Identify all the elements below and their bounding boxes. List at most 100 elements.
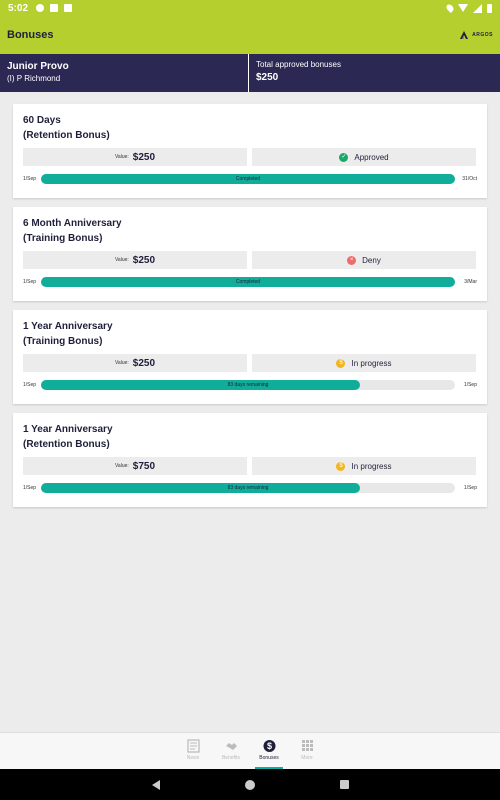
value-label: Value:: [114, 360, 129, 366]
location-icon: [445, 3, 455, 13]
nav-bonuses[interactable]: $ Bonuses: [255, 733, 283, 769]
bonus-progress-row: 1/Sep Completed 31/Oct: [23, 174, 477, 184]
total-bonuses: Total approved bonuses $250: [249, 54, 348, 92]
progress-text: Completed: [235, 279, 261, 285]
settings-status-icon: [36, 4, 45, 12]
bonus-type: (Training Bonus): [23, 336, 103, 347]
bonus-value: $750: [132, 460, 156, 472]
start-date: 1/Sep: [23, 382, 37, 388]
progress-fill: [41, 174, 455, 184]
grid-icon: [301, 740, 313, 751]
back-button[interactable]: [151, 779, 160, 790]
bonus-title: 6 Month Anniversary: [23, 218, 122, 229]
bonus-status-box: $ In progress: [252, 457, 476, 475]
bonus-status: In progress: [351, 358, 392, 368]
end-date: 1/Sep: [463, 485, 477, 491]
start-date: 1/Sep: [23, 485, 37, 491]
bonus-card[interactable]: 1 Year Anniversary (Training Bonus) Valu…: [13, 310, 487, 404]
nav-bonuses-label: Bonuses: [259, 755, 279, 761]
notification-status-icon: [50, 4, 59, 12]
recents-button[interactable]: [339, 780, 349, 789]
bonus-progress-row: 1/Sep Completed 3/Mar: [23, 277, 477, 287]
bonus-value-box: Value: $250: [23, 354, 247, 372]
bonus-status: Approved: [354, 152, 389, 162]
system-nav-bar: [0, 769, 500, 800]
nav-more-label: More: [301, 755, 313, 761]
sd-card-status-icon: [64, 4, 73, 12]
end-date: 3/Mar: [464, 279, 477, 285]
nav-news[interactable]: News: [179, 733, 207, 769]
progress-status-icon: $: [336, 358, 346, 368]
progress-track: 83 days remaining: [41, 483, 455, 493]
handshake-icon: [225, 743, 237, 750]
bonus-status-box: × Deny: [252, 251, 476, 269]
end-date: 31/Oct: [462, 176, 477, 182]
logo-text: ARGOS: [472, 32, 493, 38]
start-date: 1/Sep: [23, 176, 37, 182]
deny-status-icon: ×: [347, 255, 357, 265]
approved-status-icon: ✓: [339, 152, 349, 162]
wifi-icon: [458, 4, 468, 12]
total-bonuses-label: Total approved bonuses: [256, 60, 341, 69]
news-icon: [186, 739, 200, 753]
total-bonuses-value: $250: [256, 72, 279, 83]
bonus-status-box: ✓ Approved: [252, 148, 476, 166]
progress-text: 83 days remaining: [227, 382, 269, 388]
bonus-type: (Retention Bonus): [23, 439, 110, 450]
bonus-title: 60 Days: [23, 115, 61, 126]
bonus-value: $250: [132, 357, 156, 369]
progress-fill: [41, 483, 360, 493]
progress-text: Completed: [235, 176, 261, 182]
page-title: Bonuses: [7, 29, 54, 41]
bonus-value-box: Value: $750: [23, 457, 247, 475]
bonus-title: 1 Year Anniversary: [23, 424, 113, 435]
bonus-card[interactable]: 60 Days (Retention Bonus) Value: $250 ✓ …: [13, 104, 487, 198]
progress-fill: [41, 277, 455, 287]
end-date: 1/Sep: [463, 382, 477, 388]
employee-location: (I) P Richmond: [7, 74, 61, 83]
bonus-status: In progress: [351, 461, 392, 471]
svg-text:$: $: [266, 741, 271, 751]
progress-status-icon: $: [336, 461, 346, 471]
status-bar: 5:02: [0, 0, 500, 16]
nav-news-label: News: [186, 755, 200, 761]
progress-text: 83 days remaining: [227, 485, 269, 491]
argos-logo-icon: [460, 31, 469, 39]
start-date: 1/Sep: [23, 279, 37, 285]
bottom-nav: News Benefits $ Bonuses More: [0, 732, 500, 769]
employee-name: Junior Provo: [7, 61, 69, 72]
home-button[interactable]: [244, 779, 255, 790]
nav-more[interactable]: More: [293, 733, 321, 769]
value-label: Value:: [114, 257, 129, 263]
bonus-value: $250: [132, 151, 156, 163]
battery-icon: [487, 3, 492, 13]
signal-icon: [473, 3, 482, 13]
bonus-card[interactable]: 1 Year Anniversary (Retention Bonus) Val…: [13, 413, 487, 507]
argos-logo: ARGOS: [458, 29, 493, 41]
bonus-status-box: $ In progress: [252, 354, 476, 372]
bonus-title: 1 Year Anniversary: [23, 321, 113, 332]
progress-fill: [41, 380, 360, 390]
bonus-value-box: Value: $250: [23, 148, 247, 166]
bonus-progress-row: 1/Sep 83 days remaining 1/Sep: [23, 483, 477, 493]
bonus-value-box: Value: $250: [23, 251, 247, 269]
bonus-type: (Training Bonus): [23, 233, 103, 244]
value-label: Value:: [114, 463, 129, 469]
bonus-progress-row: 1/Sep 83 days remaining 1/Sep: [23, 380, 477, 390]
bonus-value: $250: [132, 254, 156, 266]
nav-benefits-label: Benefits: [221, 755, 241, 761]
bonus-type: (Retention Bonus): [23, 130, 110, 141]
nav-benefits[interactable]: Benefits: [217, 733, 245, 769]
employee-info: Junior Provo (I) P Richmond: [0, 54, 249, 92]
progress-track: 83 days remaining: [41, 380, 455, 390]
app-bar: Bonuses ARGOS: [0, 16, 500, 54]
progress-track: Completed: [41, 277, 455, 287]
progress-track: Completed: [41, 174, 455, 184]
bonus-list: 60 Days (Retention Bonus) Value: $250 ✓ …: [0, 92, 500, 732]
bonus-card[interactable]: 6 Month Anniversary (Training Bonus) Val…: [13, 207, 487, 301]
employee-header: Junior Provo (I) P Richmond Total approv…: [0, 54, 500, 92]
value-label: Value:: [114, 154, 129, 160]
status-time: 5:02: [8, 2, 29, 14]
bonus-status: Deny: [362, 255, 381, 265]
dollar-icon: $: [263, 740, 275, 752]
